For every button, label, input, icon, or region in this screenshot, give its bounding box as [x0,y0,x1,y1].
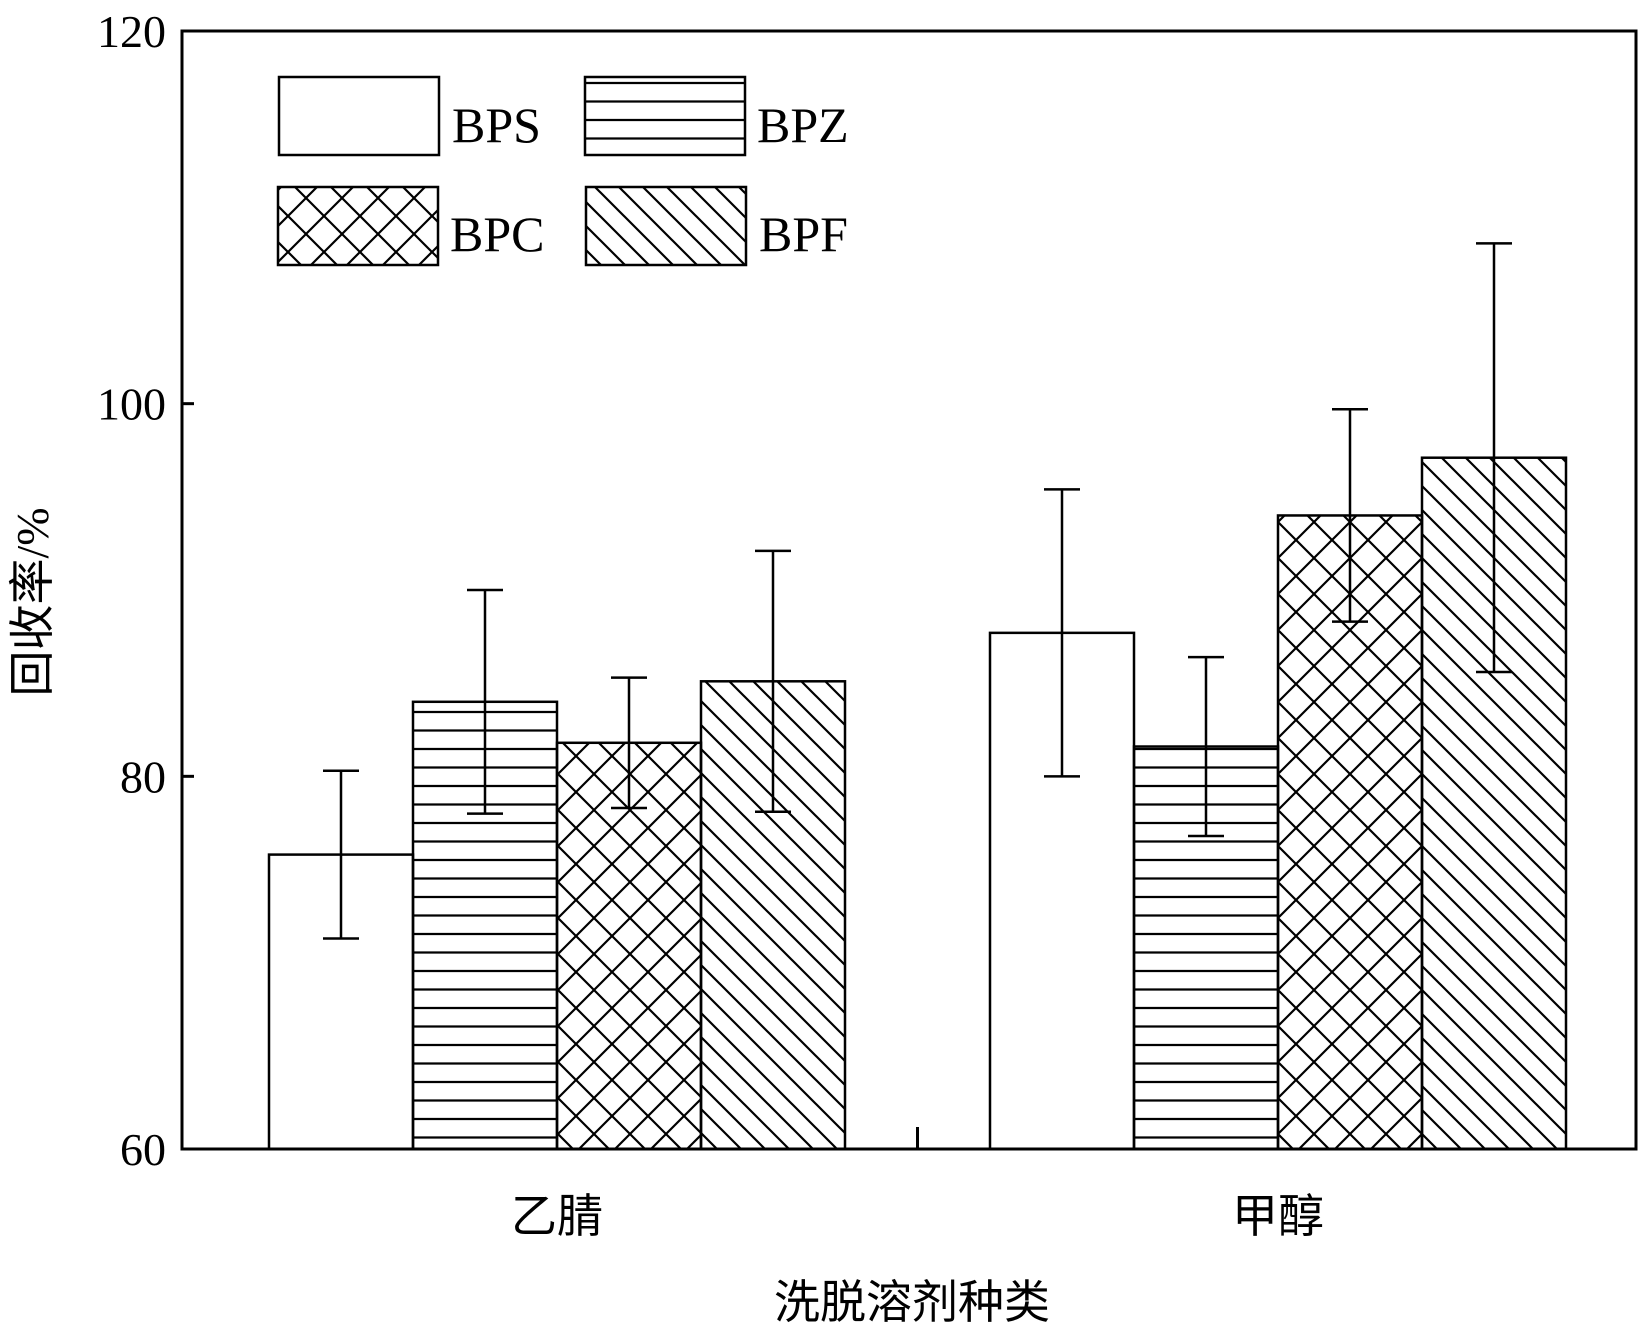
x-tick-label-1: 乙腈 [511,1191,603,1242]
plot-frame [180,29,1638,1151]
legend-swatch-bpc [276,185,440,267]
x-tick-label-2: 甲醇 [1232,1191,1324,1242]
y-axis-title: 回收率/% [7,507,58,696]
legend-label-bpf: BPF [759,206,848,262]
legend-swatch-bpz [583,75,747,157]
x-axis-title: 洗脱溶剂种类 [774,1277,1050,1328]
legend-swatch-bps [277,75,441,157]
legend-swatch-bpf [584,185,748,267]
y-tick-label-100: 100 [97,379,166,430]
legend-label-bpz: BPZ [757,97,849,153]
legend-label-bpc: BPC [450,206,545,262]
y-tick-label-60: 60 [120,1124,166,1175]
y-tick-label-80: 80 [120,751,166,802]
legend-label-bps: BPS [452,97,541,153]
y-tick-label-120: 120 [97,6,166,57]
